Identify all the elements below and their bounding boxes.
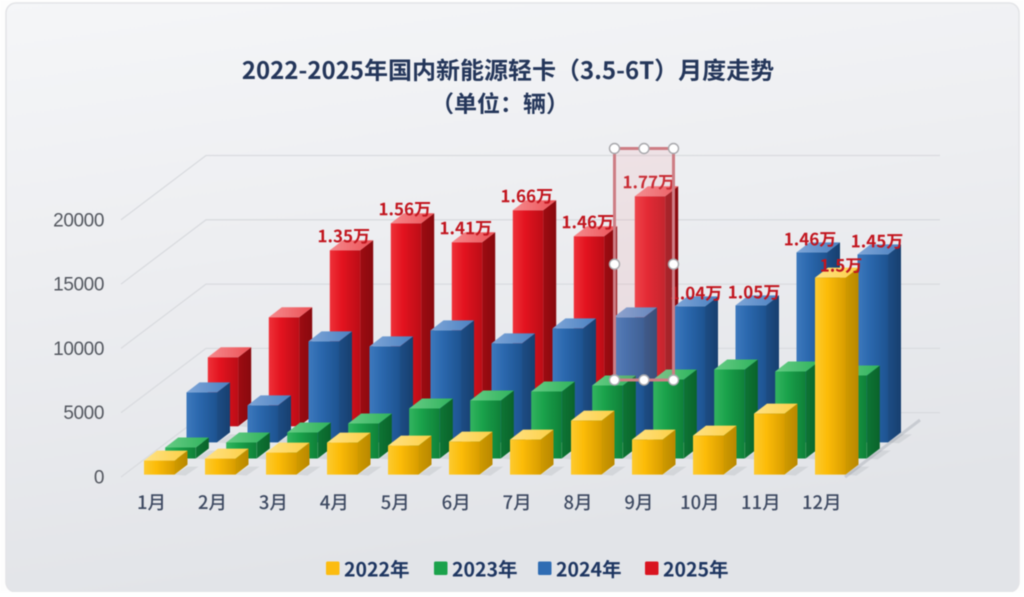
svg-text:0: 0 — [94, 468, 104, 489]
svg-text:20000: 20000 — [53, 210, 104, 231]
svg-text:15000: 15000 — [53, 275, 104, 296]
svg-text:5000: 5000 — [63, 403, 104, 424]
svg-text:10000: 10000 — [53, 339, 104, 360]
